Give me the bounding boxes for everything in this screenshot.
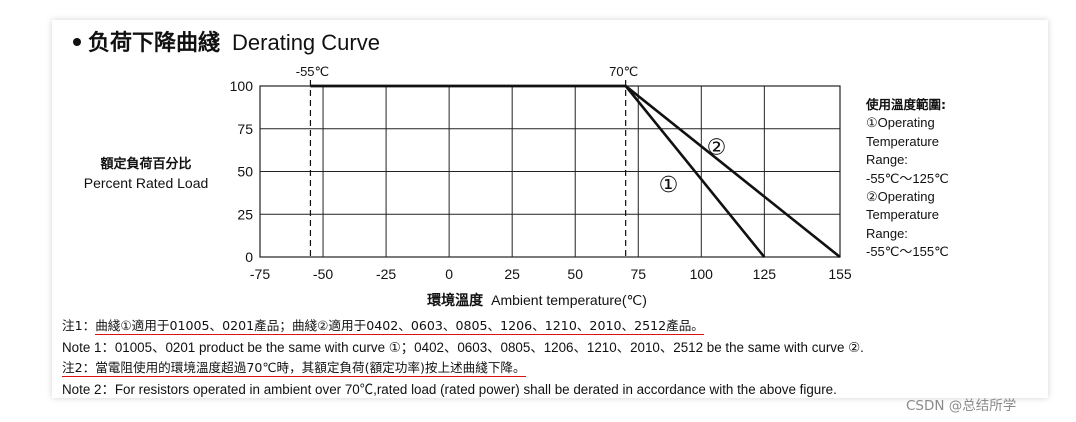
side-line: -55℃～125℃ xyxy=(866,170,949,186)
side-line: Range: xyxy=(866,152,908,168)
chart-title: 负荷下降曲綫 Derating Curve xyxy=(88,30,380,56)
xlabel-en: Ambient temperature(℃) xyxy=(491,292,647,308)
x-tick-label: 50 xyxy=(567,266,583,282)
side-line: -55℃～155℃ xyxy=(866,244,949,260)
y-tick-label: 100 xyxy=(230,78,254,94)
watermark: CSDN @总结所学 xyxy=(906,398,1017,414)
datasheet-page: 负荷下降曲綫 Derating Curve 額定負荷百分比 Percent Rat… xyxy=(52,20,1048,398)
note-2-cn: 注2：當電阻使用的環境溫度超過70℃時，其額定負荷(額定功率)按上述曲綫下降。 xyxy=(62,358,1048,380)
note-2-cn-body: 當電阻使用的環境溫度超過70℃時，其額定負荷(額定功率)按上述曲綫下降。 xyxy=(95,360,526,377)
side-line: Temperature xyxy=(866,133,939,149)
derating-chart: 负荷下降曲綫 Derating Curve 額定負荷百分比 Percent Rat… xyxy=(73,30,852,309)
x-tick-label: 25 xyxy=(504,266,520,282)
curve-2-label: ② xyxy=(707,135,727,160)
note-1-cn-prefix: 注1： xyxy=(62,318,96,333)
title-cn: 负荷下降曲綫 xyxy=(88,30,220,56)
x-tick-label: 155 xyxy=(828,266,852,282)
tick-labels: -75 -50 -25 0 25 50 75 100 125 155 0 25 50 75 100 xyxy=(230,78,852,282)
x-tick-label: -75 xyxy=(250,266,270,282)
x-tick-label: 125 xyxy=(753,266,777,282)
notes: 注1：曲綫①適用于01005、0201產品；曲綫②適用于0402、0603、08… xyxy=(62,316,1048,400)
title-bullet xyxy=(73,38,81,46)
series-lines xyxy=(310,84,841,259)
xlabel: 環境溫度 Ambient temperature(℃) xyxy=(427,292,647,309)
xlabel-cn: 環境溫度 xyxy=(427,292,484,309)
y-tick-label: 50 xyxy=(237,164,253,180)
curve-1-label: ① xyxy=(659,173,679,198)
x-tick-label: 0 xyxy=(445,266,453,282)
x-tick-label: 75 xyxy=(630,266,646,282)
note-1-cn: 注1：曲綫①適用于01005、0201產品；曲綫②適用于0402、0603、08… xyxy=(62,316,1048,338)
y-tick-label: 0 xyxy=(245,249,253,265)
annotation-minus55: -55℃ xyxy=(296,64,329,79)
x-tick-label: -50 xyxy=(313,266,333,282)
note-1-en: Note 1：01005、0201 product be the same wi… xyxy=(62,339,864,355)
operating-range-panel: 使用溫度範圍: ①Operating Temperature Range: -5… xyxy=(866,96,1046,262)
side-line: Temperature xyxy=(866,207,939,223)
side-line: ②Operating xyxy=(866,189,935,205)
note-1-cn-body: 曲綫①適用于01005、0201產品；曲綫②適用于0402、0603、0805、… xyxy=(95,318,704,335)
grid xyxy=(259,80,841,258)
x-tick-label: -25 xyxy=(376,266,396,282)
title-en: Derating Curve xyxy=(232,30,380,55)
note-2-en: Note 2：For resistors operated in ambient… xyxy=(62,381,837,397)
annotation-70: 70℃ xyxy=(609,64,638,79)
note-2-cn-prefix: 注2： xyxy=(62,360,96,377)
ylabel-en: Percent Rated Load xyxy=(84,175,209,191)
side-heading: 使用溫度範圍: xyxy=(866,97,946,112)
side-line: Range: xyxy=(866,225,908,241)
x-tick-label: 100 xyxy=(690,266,714,282)
side-line: ①Operating xyxy=(866,115,935,131)
series-line-2 xyxy=(310,84,841,259)
ylabel-cn: 額定負荷百分比 xyxy=(99,156,191,172)
y-tick-label: 25 xyxy=(237,206,253,222)
y-tick-label: 75 xyxy=(237,121,253,137)
